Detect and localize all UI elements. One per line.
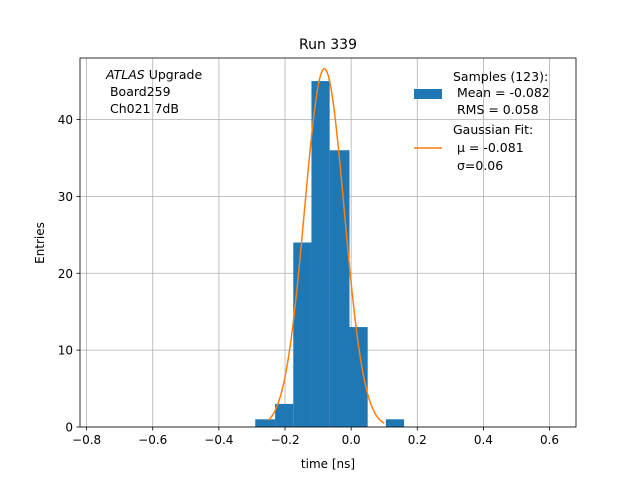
y-tick-label: 40: [58, 113, 73, 127]
y-tick-label: 0: [65, 421, 73, 435]
annotation-line-1: ATLAS Upgrade: [105, 67, 202, 82]
x-tick-label: 0.2: [408, 433, 427, 447]
histogram-bar: [275, 403, 294, 427]
x-tick-label: −0.8: [72, 433, 101, 447]
histogram-bar: [293, 242, 312, 427]
histogram-bar: [255, 419, 276, 427]
x-tick-label: 0.6: [540, 433, 559, 447]
gaussian-fit-curve: [267, 68, 385, 424]
x-axis-label: time [ns]: [301, 457, 355, 471]
legend-samples-swatch: [414, 89, 442, 99]
y-axis-label: Entries: [33, 222, 47, 264]
legend-fit-line-2: μ = -0.081: [453, 140, 524, 155]
legend-samples-line-3: RMS = 0.058: [453, 102, 539, 117]
histogram-bar: [385, 419, 405, 427]
legend-samples-line-2: Mean = -0.082: [453, 85, 550, 100]
gaussian-fit: [267, 68, 385, 424]
histogram-bar: [329, 150, 350, 427]
histogram-bar: [311, 81, 330, 427]
y-tick-label: 20: [58, 267, 73, 281]
atlas-annotation: ATLAS Upgrade Board259 Ch021 7dB: [105, 67, 202, 116]
x-tick-label: −0.6: [138, 433, 167, 447]
x-tick-label: −0.4: [204, 433, 233, 447]
x-tick-label: −0.2: [270, 433, 299, 447]
chart-title: Run 339: [299, 37, 357, 53]
histogram-bar: [349, 327, 368, 427]
axis-ticks: −0.8 −0.6 −0.4 −0.2 0.0 0.2 0.4 0.6 0 10 20 30 40: [58, 113, 559, 447]
legend-samples-line-1: Samples (123):: [453, 69, 548, 84]
y-tick-label: 30: [58, 190, 73, 204]
legend-fit-line-3: σ=0.06: [453, 158, 503, 173]
y-tick-label: 10: [58, 344, 73, 358]
histogram-bars: [255, 81, 405, 427]
annotation-line-3: Ch021 7dB: [106, 101, 179, 116]
annotation-atlas: ATLAS: [105, 67, 145, 82]
legend-fit-line-1: Gaussian Fit:: [453, 122, 533, 137]
annotation-line-2: Board259: [106, 84, 171, 99]
x-tick-label: 0.0: [342, 433, 361, 447]
annotation-upgrade: Upgrade: [145, 67, 203, 82]
x-tick-label: 0.4: [474, 433, 493, 447]
plot-frame: [79, 57, 577, 428]
legend: Samples (123): Mean = -0.082 RMS = 0.058…: [414, 69, 550, 173]
